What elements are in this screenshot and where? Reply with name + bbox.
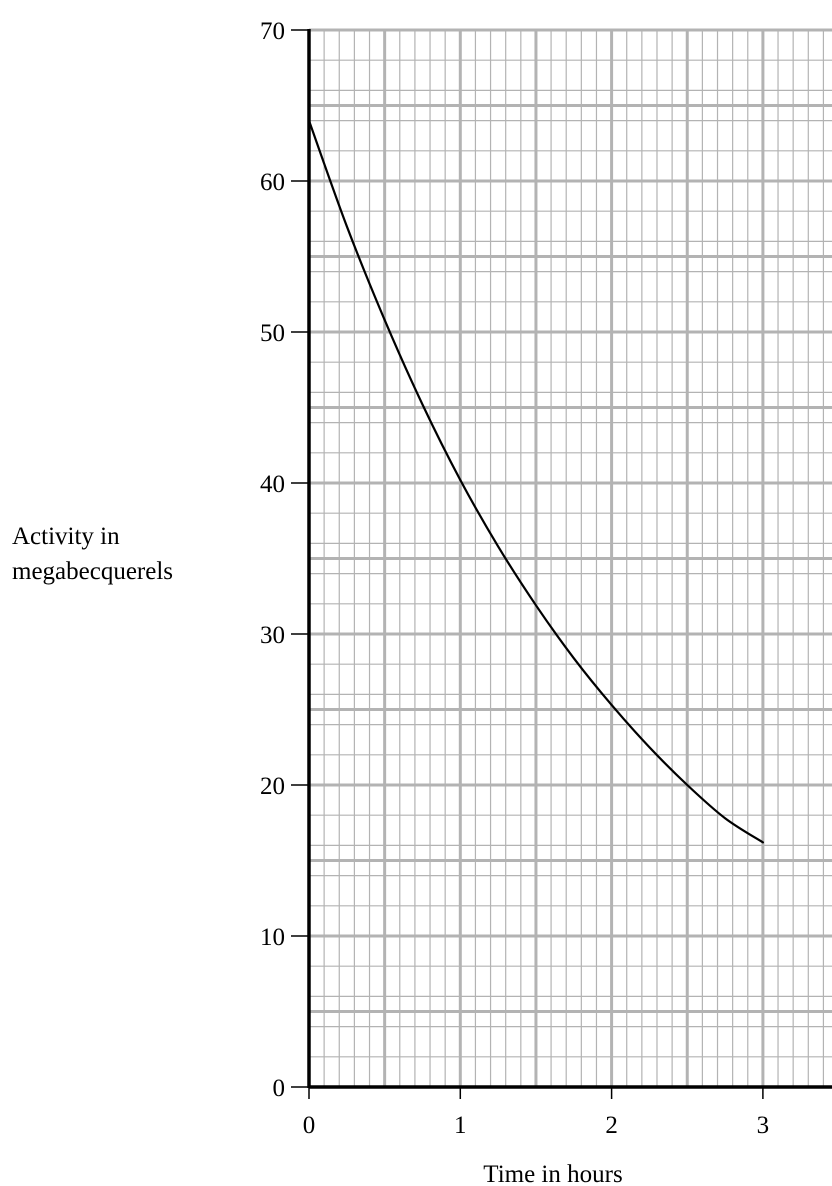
- y-tick-label: 70: [260, 18, 285, 45]
- x-tick-label: 0: [303, 1112, 316, 1139]
- y-axis-title-line-1: Activity in: [12, 523, 120, 550]
- y-tick-label: 10: [260, 924, 285, 951]
- x-axis-title: Time in hours: [483, 1161, 622, 1186]
- x-tick-label: 3: [757, 1112, 770, 1139]
- y-tick-label: 30: [260, 622, 285, 649]
- grid: [307, 28, 832, 1089]
- y-tick-label: 60: [260, 169, 285, 196]
- x-tick-label: 2: [605, 1112, 618, 1139]
- y-tick-label: 40: [260, 471, 285, 498]
- series-line: [307, 119, 764, 844]
- y-axis-title-line-2: megabecquerels: [12, 558, 173, 585]
- y-tick-label: 0: [273, 1075, 286, 1102]
- series-layer: [307, 119, 764, 844]
- y-tick-label: 20: [260, 773, 285, 800]
- x-tick-label: 1: [454, 1112, 467, 1139]
- y-tick-label: 50: [260, 320, 285, 347]
- tick-labels: 0 10 20 30 40 50 60 70 0 1 2 3: [260, 18, 769, 1139]
- axes: [307, 29, 832, 1089]
